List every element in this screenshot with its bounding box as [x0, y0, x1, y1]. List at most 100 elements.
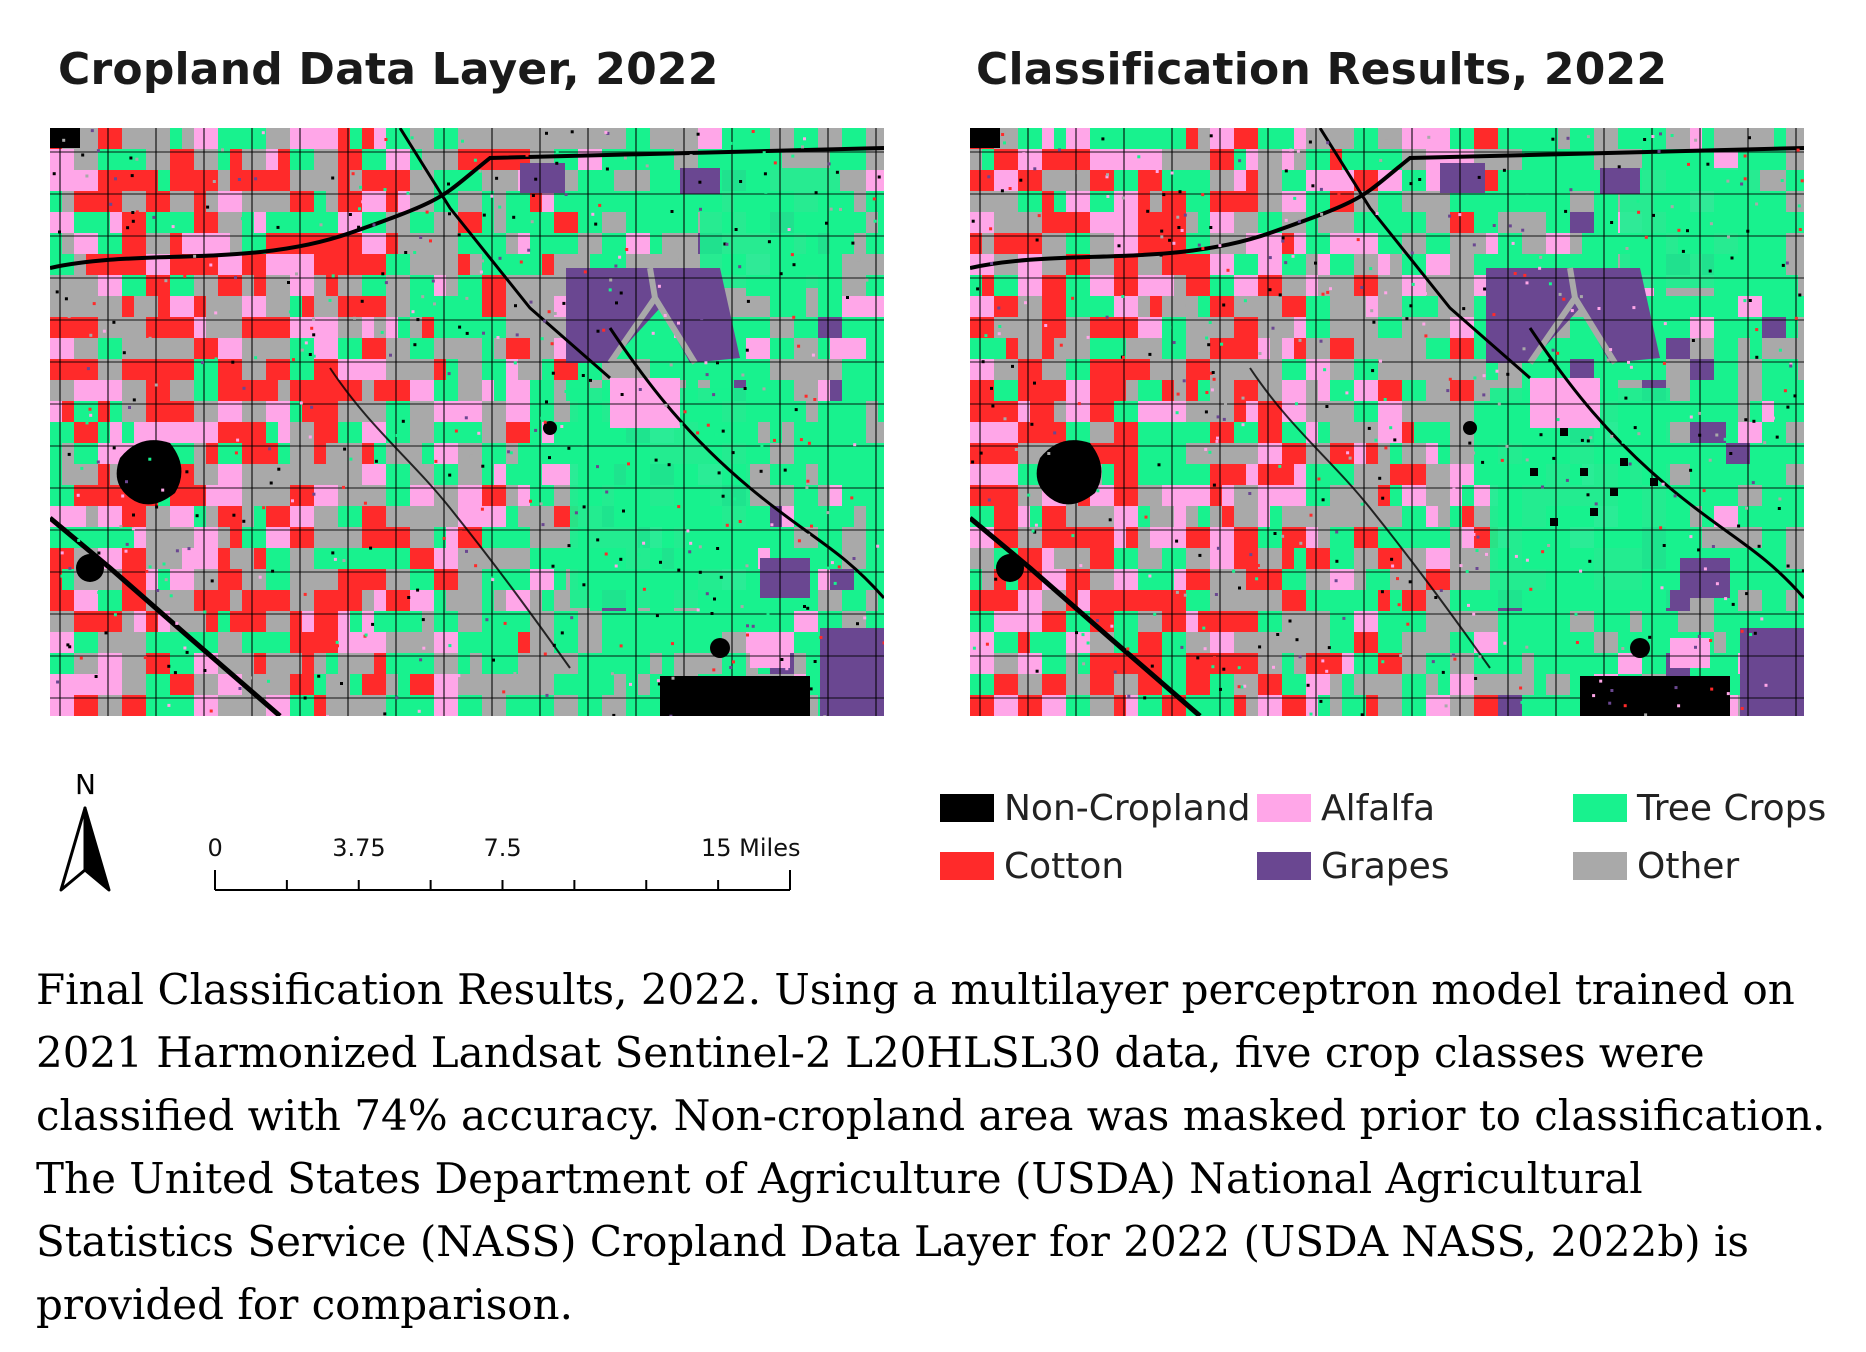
- field: [110, 212, 122, 233]
- field: [146, 275, 170, 296]
- field: [458, 590, 482, 611]
- field: [994, 401, 1018, 422]
- field: [1186, 611, 1198, 632]
- speckle: [759, 469, 763, 473]
- field: [50, 695, 74, 716]
- field: [266, 464, 290, 485]
- speckle: [541, 523, 545, 527]
- field: [170, 359, 194, 380]
- speckle: [582, 505, 586, 509]
- field: [662, 233, 674, 254]
- speckle: [1715, 582, 1719, 586]
- speckle: [1565, 346, 1569, 350]
- speckle: [1467, 603, 1470, 607]
- field: [770, 128, 794, 149]
- speckle: [1621, 440, 1625, 444]
- speckle: [712, 668, 716, 672]
- speckle: [448, 473, 452, 477]
- field: [1138, 611, 1162, 632]
- field: [1402, 506, 1426, 527]
- field: [566, 695, 578, 716]
- speckle: [806, 479, 810, 483]
- field: [1306, 695, 1318, 716]
- speckle: [66, 643, 70, 647]
- speckle: [1483, 287, 1487, 291]
- field: [530, 380, 554, 401]
- speckle: [1660, 586, 1664, 590]
- field: [674, 611, 698, 632]
- field: [982, 695, 994, 716]
- speckle: [114, 177, 117, 181]
- field: [122, 359, 146, 380]
- field: [1294, 653, 1306, 674]
- field: [386, 275, 410, 296]
- speckle: [1632, 306, 1636, 310]
- field: [50, 191, 62, 212]
- field: [1210, 380, 1234, 401]
- field: [362, 317, 374, 338]
- field: [1138, 191, 1150, 212]
- field: [1114, 569, 1138, 590]
- speckle: [1786, 405, 1790, 409]
- field: [806, 296, 818, 317]
- speckle: [1729, 452, 1733, 455]
- field: [994, 191, 1018, 212]
- speckle: [539, 502, 543, 506]
- field: [1354, 527, 1378, 548]
- field: [530, 674, 554, 695]
- field: [242, 338, 266, 359]
- field: [482, 296, 506, 317]
- speckle: [1800, 267, 1804, 271]
- field: [506, 380, 530, 401]
- field: [194, 527, 218, 548]
- field: [1150, 191, 1162, 212]
- field: [1402, 632, 1414, 653]
- field: [1210, 632, 1234, 653]
- speckle: [1521, 228, 1525, 232]
- field: [98, 359, 122, 380]
- speckle: [1383, 398, 1387, 401]
- speckle: [206, 173, 210, 177]
- field: [98, 233, 122, 254]
- field: [1030, 212, 1042, 233]
- speckle: [125, 542, 129, 546]
- town: [76, 554, 104, 582]
- speckle: [232, 513, 236, 517]
- field: [1402, 212, 1426, 233]
- speckle: [369, 546, 373, 550]
- field: [146, 149, 170, 170]
- field: [1426, 443, 1438, 464]
- field: [1678, 611, 1690, 632]
- field: [854, 128, 866, 149]
- field: [266, 653, 290, 674]
- field: [1138, 149, 1162, 170]
- field: [1078, 170, 1090, 191]
- field: [602, 191, 626, 212]
- field: [1150, 338, 1162, 359]
- field: [134, 296, 146, 317]
- field: [1306, 443, 1330, 464]
- field: [1786, 569, 1798, 590]
- speckle: [162, 562, 166, 566]
- speckle: [135, 210, 139, 214]
- grapes-block: [1440, 163, 1485, 193]
- field: [1042, 611, 1066, 632]
- field: [1798, 548, 1804, 569]
- field: [1042, 149, 1066, 170]
- field: [182, 128, 194, 149]
- speckle: [791, 154, 795, 158]
- field: [1426, 359, 1450, 380]
- field: [1282, 569, 1306, 590]
- field: [98, 275, 122, 296]
- speckle: [1082, 662, 1086, 666]
- speckle: [1003, 141, 1006, 145]
- field: [1798, 569, 1804, 590]
- field: [194, 401, 218, 422]
- speckle: [1547, 544, 1551, 547]
- field: [1450, 464, 1474, 485]
- field: [1330, 254, 1354, 275]
- speckle: [442, 536, 446, 540]
- field: [266, 149, 278, 170]
- field: [1162, 149, 1186, 170]
- speckle: [389, 353, 392, 357]
